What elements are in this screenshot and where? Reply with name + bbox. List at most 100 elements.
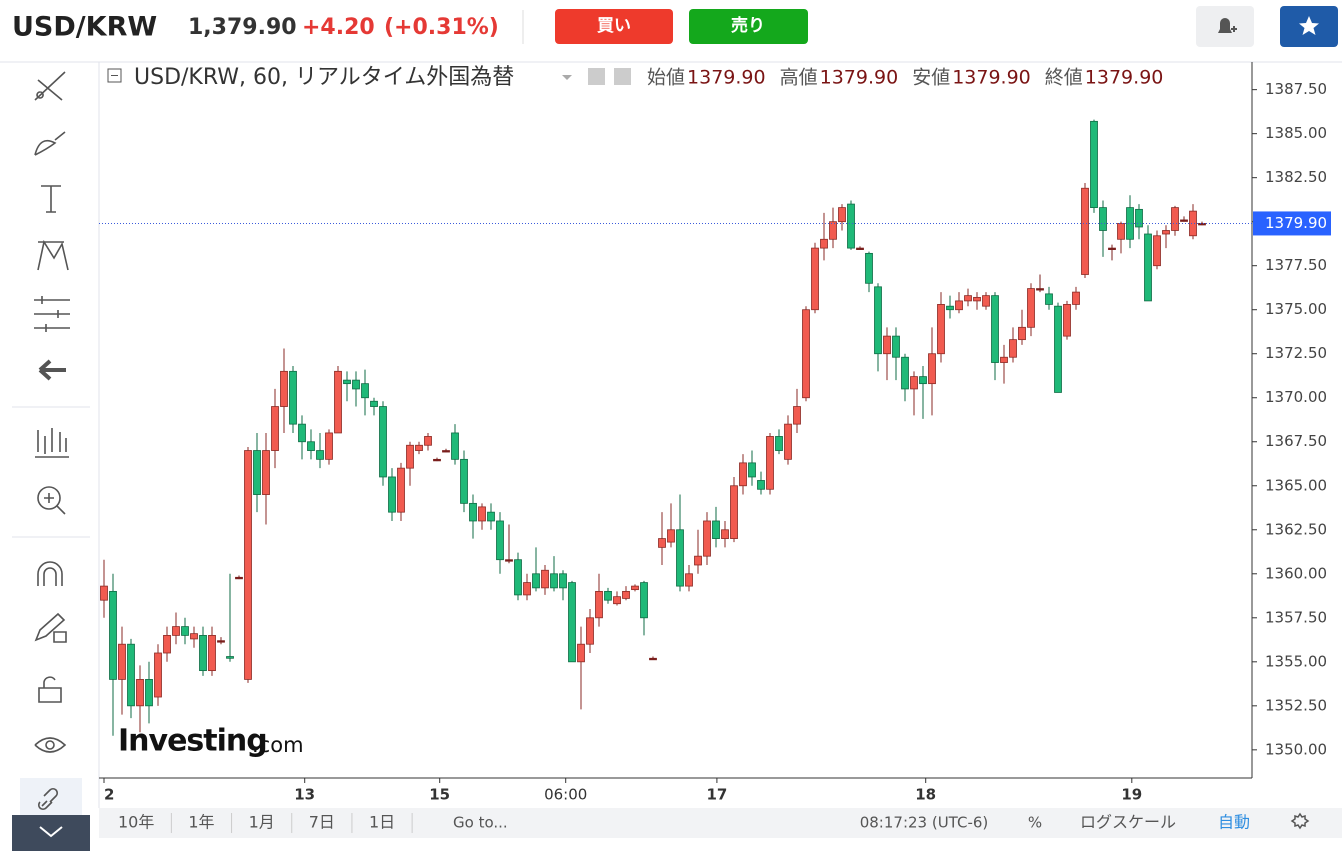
y-tick-label: 1362.50 — [1265, 520, 1327, 538]
candle-body — [721, 529, 729, 539]
candle-body — [181, 626, 189, 636]
candle-body — [505, 559, 513, 562]
candle-body — [766, 436, 774, 490]
ohlc-value: 1379.90 — [687, 67, 766, 89]
range-button[interactable]: 1年 — [188, 813, 214, 832]
y-tick-label: 1370.00 — [1265, 388, 1327, 406]
log-toggle[interactable]: ログスケール — [1080, 813, 1176, 832]
ohlc-label: 高値 — [780, 67, 818, 89]
y-tick-label: 1352.50 — [1265, 696, 1327, 714]
bottom-toolbar — [99, 808, 1342, 838]
candle-body — [838, 207, 846, 223]
candle-body — [469, 502, 477, 522]
candle-body — [1144, 233, 1152, 302]
candle-body — [253, 450, 261, 495]
bell-icon — [1218, 18, 1232, 35]
sell-button[interactable] — [689, 9, 808, 44]
goto-button[interactable]: Go to... — [453, 814, 508, 832]
candle-body — [901, 356, 909, 390]
candle-body — [271, 406, 279, 451]
candle-body — [523, 582, 531, 596]
back-tool[interactable] — [38, 359, 66, 381]
candle-body — [604, 590, 612, 601]
candle-body — [244, 450, 252, 680]
candle-body — [388, 476, 396, 513]
indicator-tool[interactable] — [35, 428, 69, 458]
candle-body — [1162, 230, 1170, 235]
candle-body — [802, 309, 810, 399]
candle-body — [964, 295, 972, 302]
sell-label[interactable]: 売り — [731, 15, 765, 36]
brush-tool[interactable] — [34, 131, 66, 156]
unlock-tool[interactable] — [38, 676, 62, 703]
visibility-tool[interactable] — [34, 737, 67, 753]
zoom-tool[interactable] — [37, 486, 66, 515]
percent-toggle[interactable]: % — [1028, 814, 1042, 832]
fib-tool[interactable] — [34, 296, 70, 332]
candle-body — [334, 370, 342, 434]
candle-body — [874, 286, 882, 355]
candle-body — [694, 555, 702, 566]
candle-body — [1171, 207, 1179, 231]
candle-body — [568, 582, 576, 663]
y-tick-label: 1367.50 — [1265, 432, 1327, 450]
ohlc-label: 終値 — [1045, 67, 1083, 89]
candle-body — [910, 376, 918, 390]
candle-body — [613, 596, 621, 605]
change-pct: (+0.31%) — [384, 15, 499, 40]
candle-body — [316, 450, 324, 460]
candle-body — [208, 635, 216, 672]
range-button[interactable]: 1月 — [249, 813, 275, 832]
drawing-toolbar — [12, 71, 90, 851]
candle-body — [955, 300, 963, 311]
watermark-domain: .com — [252, 733, 304, 757]
candle-body — [622, 590, 630, 599]
text-tool[interactable] — [41, 185, 61, 213]
candle-body — [1063, 304, 1071, 337]
price: 1,379.90 — [188, 15, 297, 40]
candle-body — [1126, 207, 1134, 240]
candle-body — [937, 304, 945, 355]
candle-body — [1054, 305, 1062, 393]
buy-label[interactable]: 買い — [597, 16, 631, 36]
range-button[interactable]: 1日 — [369, 813, 395, 832]
link-tool[interactable] — [37, 787, 59, 811]
candle-body — [946, 305, 954, 311]
range-button[interactable]: 10年 — [118, 813, 154, 832]
range-button[interactable]: 7日 — [309, 813, 335, 832]
candle-body — [496, 520, 504, 561]
candle-body — [928, 353, 936, 385]
candle-body — [775, 436, 783, 451]
candle-body — [1180, 219, 1188, 222]
y-tick-label: 1385.00 — [1265, 124, 1327, 142]
candle-body — [100, 585, 108, 601]
candle-body — [352, 379, 360, 390]
y-tick-label: 1355.00 — [1265, 652, 1327, 670]
trend-tool[interactable] — [34, 71, 66, 101]
lock-draw-tool[interactable] — [34, 612, 67, 643]
x-tick-label: 18 — [915, 786, 936, 804]
ohlc-value: 1379.90 — [952, 67, 1031, 89]
candle-body — [460, 458, 468, 504]
candle-body — [379, 406, 387, 478]
watermark: Investing — [118, 724, 267, 759]
auto-toggle[interactable]: 自動 — [1218, 813, 1250, 832]
candle-body — [1090, 120, 1098, 208]
collapse-button[interactable] — [12, 815, 90, 851]
magnet-tool[interactable] — [37, 561, 63, 586]
candle-body — [703, 520, 711, 557]
star-icon — [1299, 16, 1319, 35]
candle-body — [829, 221, 837, 240]
candle-body — [289, 370, 297, 425]
candle-body — [1036, 288, 1044, 291]
pattern-tool[interactable] — [37, 239, 69, 271]
candle-body — [127, 643, 135, 707]
candle-body — [343, 379, 351, 385]
candle-body — [136, 679, 144, 707]
candle-body — [298, 423, 306, 443]
candle-body — [1189, 210, 1197, 237]
candle-body — [919, 376, 927, 385]
buy-button[interactable] — [555, 9, 673, 44]
settings-button[interactable] — [1290, 812, 1310, 830]
candle-body — [1135, 208, 1143, 228]
